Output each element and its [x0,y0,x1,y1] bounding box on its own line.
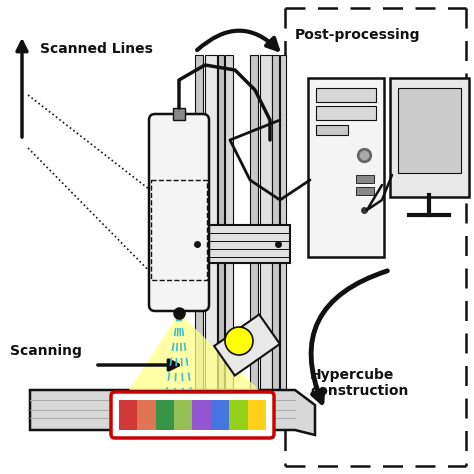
Bar [218,55,224,395]
Bar [137,400,156,430]
Bar [174,400,192,430]
Bar [398,88,461,173]
FancyBboxPatch shape [149,114,209,311]
Bar [192,400,211,430]
Bar [356,175,374,183]
Bar [173,108,185,120]
Bar [316,106,376,120]
Text: Hypercube
construction: Hypercube construction [310,368,409,398]
Bar [156,400,174,430]
Text: Scanning: Scanning [10,344,82,358]
Bar [205,55,217,395]
Bar [316,125,348,135]
Bar [280,55,286,395]
Bar [260,55,272,395]
Bar [211,400,229,430]
FancyBboxPatch shape [308,78,384,257]
Bar [229,400,247,430]
Bar [356,187,374,195]
Text: Scanned Lines: Scanned Lines [40,42,153,56]
Text: Post-processing: Post-processing [295,28,420,42]
Bar [247,400,266,430]
Bar [225,55,233,395]
Bar [272,55,279,395]
Polygon shape [214,314,280,375]
Polygon shape [30,390,315,435]
FancyBboxPatch shape [111,392,274,438]
Bar [119,400,137,430]
Circle shape [225,327,253,355]
Bar [316,88,376,102]
Polygon shape [129,313,259,390]
Bar [195,55,203,395]
Bar [185,225,290,263]
Bar [250,55,258,395]
FancyBboxPatch shape [390,78,469,197]
